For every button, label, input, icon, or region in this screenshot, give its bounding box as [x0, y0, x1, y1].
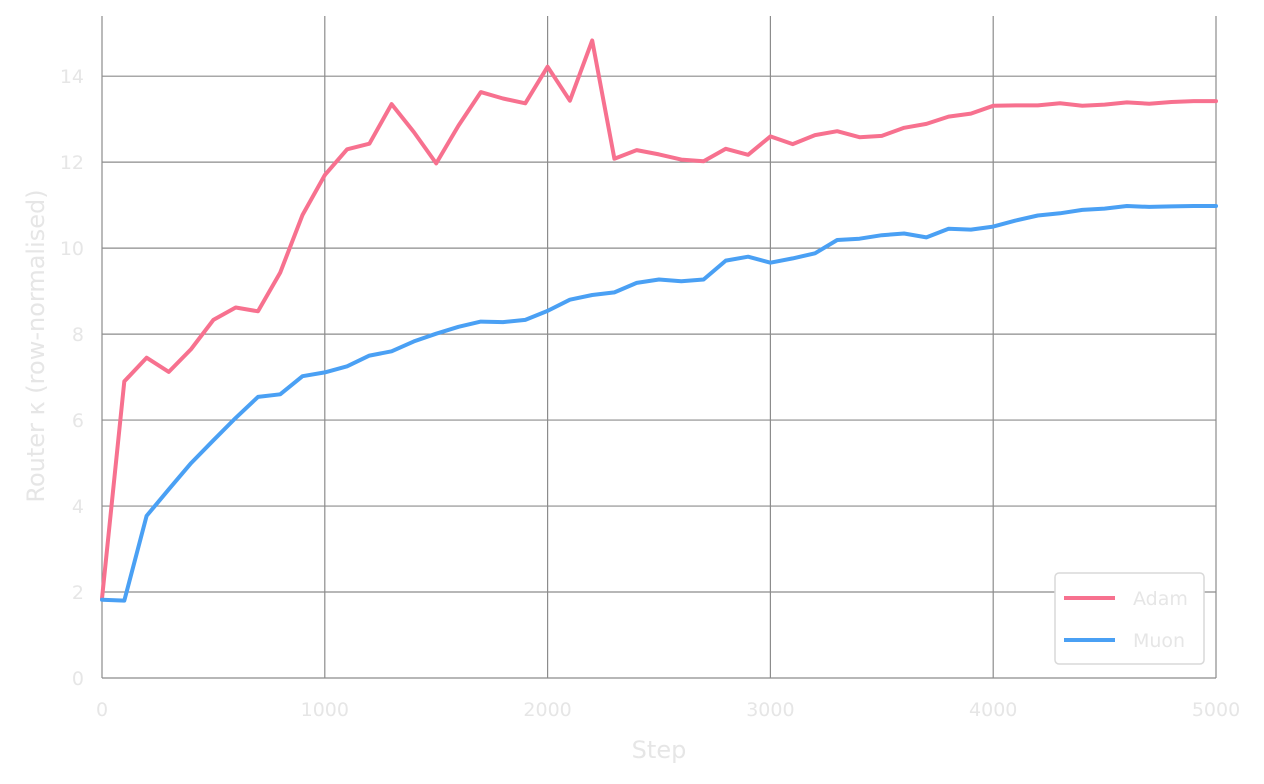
- x-tick-label: 0: [96, 699, 108, 721]
- x-tick-label: 4000: [969, 699, 1017, 721]
- x-axis-title: Step: [632, 736, 687, 764]
- y-tick-label: 10: [60, 238, 84, 260]
- y-tick-label: 4: [72, 496, 84, 518]
- legend: Adam Muon: [1054, 572, 1205, 665]
- x-tick-label: 1000: [301, 699, 349, 721]
- y-axis-title: Router κ (row-normalised): [22, 189, 50, 502]
- y-tick-label: 6: [72, 410, 84, 432]
- legend-label-muon: Muon: [1133, 630, 1185, 652]
- series-line-adam: [100, 38, 1218, 601]
- series-lines: [100, 38, 1218, 603]
- y-tick-label: 14: [60, 66, 84, 88]
- x-tick-label: 5000: [1192, 699, 1240, 721]
- x-tick-label: 2000: [523, 699, 571, 721]
- grid: [101, 16, 1217, 679]
- series-line-muon: [100, 204, 1218, 603]
- y-tick-label: 12: [60, 152, 84, 174]
- y-tick-label: 0: [72, 668, 84, 690]
- legend-label-adam: Adam: [1133, 588, 1188, 610]
- x-tick-label: 3000: [746, 699, 794, 721]
- y-tick-label: 8: [72, 324, 84, 346]
- tick-labels: 0 1000 2000 3000 4000 5000 0 2 4 6 8 10 12 14: [60, 66, 1240, 721]
- y-tick-label: 2: [72, 582, 84, 604]
